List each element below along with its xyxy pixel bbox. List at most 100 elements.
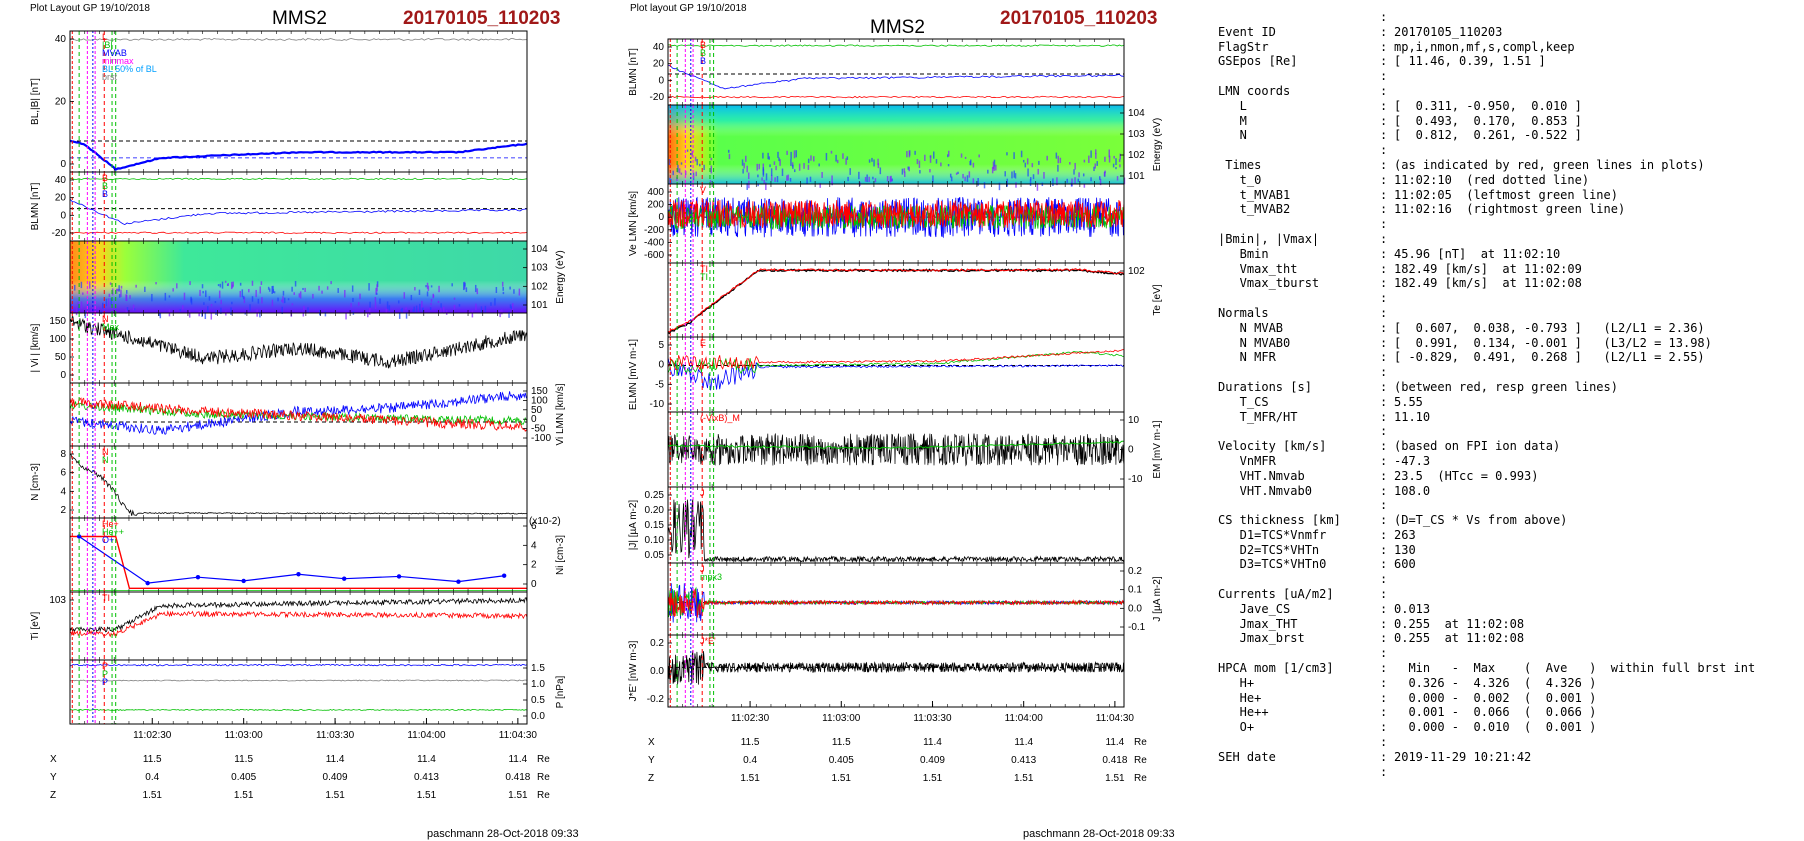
info-colon: : [1380,483,1388,498]
legend-label: E [700,338,706,348]
info-value: 20170105_110203 [1394,24,1503,39]
spectrogram-pixel [1108,149,1110,158]
y-tick-label: 40 [55,175,67,186]
info-value: 5.55 [1394,394,1423,409]
spectrogram-pixel [770,174,773,181]
spectrogram-pixel [251,296,254,302]
info-colon: : [1380,527,1388,542]
spectrogram-pixel [807,164,810,170]
spectrogram-pixel [758,163,761,170]
spectrogram-pixel [767,152,769,160]
y-axis-label-right: Te [eV] [1152,284,1163,315]
y-axis-label: | Vi | [km/s] [30,323,41,372]
spectrogram-pixel [352,297,354,302]
spectrogram-pixel [1119,153,1122,160]
info-colon: : [1380,231,1388,246]
spectrogram-pixel [440,303,442,310]
info-colon: : [1380,601,1388,616]
x-tick-label: 11:04:00 [407,730,446,741]
spectrogram-pixel [281,306,283,315]
spectrogram-pixel [972,162,975,168]
spectrogram-pixel [259,286,262,294]
spectrogram-pixel [374,301,377,309]
info-row: VHT.Nmvab0:108.0 [1218,484,1798,499]
spectrogram-pixel [1071,178,1073,187]
B-total-line [69,38,528,41]
spectrogram-pixel [940,162,942,167]
info-colon: : [1380,276,1388,291]
spectrogram-pixel [1027,168,1029,177]
y-tick-label: -0.2 [647,694,665,705]
info-row: D2=TCS*VHTn:130 [1218,543,1798,558]
info-row: SEH date:2019-11-29 10:21:42 [1218,750,1798,765]
spectrogram-pixel [227,282,229,286]
info-row: M: [ 0.493, 0.170, 0.853 ] [1218,114,1798,129]
info-colon: : [1380,616,1388,631]
J-line [667,499,1125,564]
y-tick-label: 103 [1128,129,1145,140]
y-tick-label: 2 [60,505,66,516]
info-row: : [1218,765,1798,780]
B-L-line [69,139,528,171]
info-key: D2=TCS*VHTn [1218,542,1320,557]
spectrogram-pixel [110,298,113,306]
info-row: Bmin:45.96 [nT] at 11:02:10 [1218,247,1798,262]
legend-label: O+ [102,535,114,545]
y-tick-label: 0 [60,210,66,221]
right-footer: paschmann 28-Oct-2018 09:33 [1023,828,1175,840]
spectrogram-pixel [998,182,1001,191]
info-key: Times [1218,157,1262,172]
info-row: : [1218,498,1798,513]
info-row: t_MVAB1:11:02:05 (leftmost green line) [1218,188,1798,203]
legend-label: N [102,314,109,324]
info-colon: : [1380,424,1388,439]
info-value: [ 0.311, -0.950, 0.010 ] [1394,98,1582,113]
info-colon: : [1380,379,1388,394]
y-tick-label: 50 [531,405,543,416]
spectrogram-pixel [1094,163,1097,169]
spectrogram-pixel [84,310,87,319]
gse-unit: Re [1134,755,1147,766]
spectrogram-pixel [282,296,284,304]
gse-value: 11.5 [143,754,162,765]
info-row: He++: 0.001 - 0.066 ( 0.066 ) [1218,705,1798,720]
gse-value: 1.51 [508,790,528,801]
info-colon: : [1380,705,1388,720]
info-colon: : [1380,217,1388,232]
info-colon: : [1380,335,1388,350]
y-tick-label: -50 [531,424,546,435]
spectrogram-pixel [1020,150,1023,158]
info-key: HPCA mom [1/cm3] [1218,661,1334,676]
spectrogram-pixel [357,302,360,306]
spectrogram-pixel [109,282,112,285]
info-value: 0.000 - 0.002 ( 0.001 ) [1394,690,1597,705]
O-plus-point [396,574,402,579]
info-colon: : [1380,690,1388,705]
spectrogram-pixel [955,172,958,175]
spectrogram-pixel [207,306,209,313]
spectrogram-pixel [831,175,833,184]
info-key: L [1218,98,1247,113]
spectrogram-pixel [208,296,211,301]
info-colon: : [1380,350,1388,365]
info-value: 11:02:05 (leftmost green line) [1394,187,1618,202]
spectrogram-pixel [367,311,369,318]
y-tick-label: 102 [531,281,548,292]
spectrogram-pixel [842,153,844,159]
panel-n: 8 6 4 2 N [cm-3] NN [30,445,528,519]
legend-label: mpx3 [700,572,722,582]
panel-frame [667,562,1125,636]
spectrogram-pixel [181,305,184,310]
spectrogram-pixel [1095,153,1097,159]
P-tot-line [69,679,528,682]
gse-unit: Re [537,790,550,801]
info-row: FlagStr: mp,i,nmon,mf,s,compl,keep [1218,40,1798,55]
O-plus-point [76,534,82,539]
info-colon: : [1380,69,1388,84]
y-axis-label-right: J [µA m-2] [1152,576,1163,621]
info-colon: : [1380,439,1388,454]
info-row: LMN coords: [1218,84,1798,99]
spectrogram-pixel [1115,167,1117,170]
spectrogram-pixel [672,170,674,176]
